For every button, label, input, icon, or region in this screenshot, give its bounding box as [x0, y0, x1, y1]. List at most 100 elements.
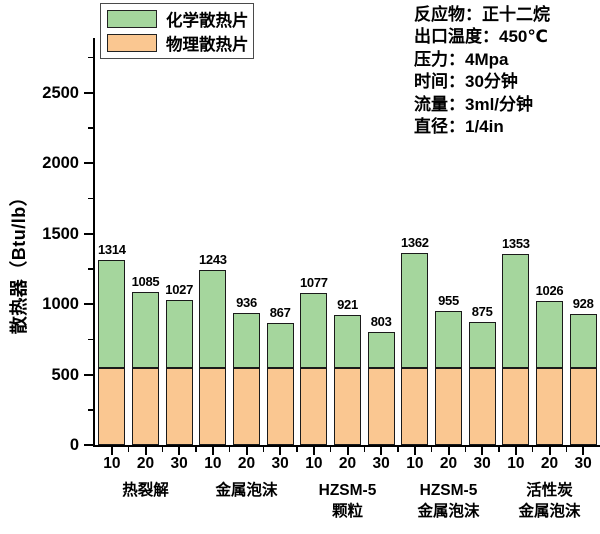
y-tick-minor-mark: [88, 197, 93, 200]
bar-value-label: 803: [370, 313, 392, 329]
x-tick-label: 10: [507, 455, 525, 472]
bar-value-label: 921: [337, 297, 358, 313]
x-tick-label: 10: [103, 455, 121, 472]
bar-segment-physical: [98, 367, 126, 445]
bar-segment-chemical: [199, 269, 227, 368]
y-tick-label: 0: [69, 436, 79, 454]
y-tick-label: 2000: [42, 154, 79, 173]
x-tick-label: 30: [574, 455, 592, 472]
bar: [199, 269, 227, 445]
annotation-pressure: 压力：4Mpa: [414, 49, 509, 69]
bar-segment-chemical: [569, 314, 597, 368]
bar-segment-physical: [401, 367, 429, 445]
annotation-diameter: 直径：1/4in: [414, 117, 504, 137]
y-tick-minor-mark: [88, 409, 93, 411]
bar-segment-chemical: [300, 293, 328, 368]
x-tick-label: 30: [372, 455, 390, 472]
x-tick-minor-mark: [262, 445, 265, 452]
x-tick-minor-mark: [195, 445, 197, 452]
bar: [569, 314, 597, 445]
x-tick-mark: [144, 445, 147, 455]
y-tick-mark: [84, 162, 93, 165]
y-tick-mark: [84, 232, 93, 235]
x-tick-minor-mark: [397, 445, 399, 452]
legend-label-physical: 物理散热片: [166, 36, 249, 54]
x-tick-minor-mark: [228, 445, 231, 452]
annotation-reactant: 反应物：正十二烷: [414, 5, 550, 24]
bar-segment-chemical: [468, 321, 496, 368]
y-tick-mark: [84, 303, 93, 306]
bar: [468, 321, 496, 445]
legend-label-chemical: 化学散热片: [166, 12, 249, 30]
bar: [334, 315, 361, 445]
bar-segment-physical: [536, 367, 563, 445]
x-tick-label: 20: [237, 455, 256, 472]
bar: [132, 292, 159, 445]
bar-segment-chemical: [266, 322, 294, 368]
x-tick-mark: [312, 445, 315, 455]
y-tick-mark: [84, 444, 93, 446]
bar-value-label: 1026: [535, 282, 564, 298]
legend-item-chemical: 化学散热片: [107, 7, 249, 31]
x-tick-mark: [110, 445, 113, 455]
plot-area: 0 500 1000 1500 2000 2500 1314 1085 1027 1243 936 8…: [42, 38, 600, 520]
bar-value-label: 1362: [400, 235, 429, 251]
x-tick-minor-mark: [329, 445, 332, 452]
bar-segment-physical: [502, 367, 530, 445]
x-tick-minor-mark: [161, 445, 164, 452]
bar-value-label: 955: [438, 292, 459, 308]
bar: [300, 293, 328, 445]
y-tick-minor-mark: [88, 268, 93, 270]
bar: [367, 331, 395, 445]
bar-value-label: 928: [572, 296, 594, 312]
bar-segment-physical: [233, 367, 260, 445]
x-tick-mark: [413, 445, 416, 455]
x-tick-mark: [548, 445, 551, 455]
bar-segment-chemical: [132, 292, 159, 368]
bar-segment-chemical: [536, 300, 563, 368]
y-tick-label: 500: [51, 365, 79, 384]
legend-swatch-chemical-icon: [107, 10, 157, 28]
x-tick-label: 30: [473, 455, 491, 472]
bar-value-label: 1027: [165, 282, 194, 298]
x-tick-mark: [380, 445, 383, 455]
x-tick-minor-mark: [127, 445, 130, 452]
bar-segment-physical: [300, 367, 328, 445]
bar-segment-chemical: [401, 253, 429, 368]
x-tick-minor-mark: [296, 445, 298, 452]
bar-segment-chemical: [367, 331, 395, 368]
bar: [98, 259, 126, 445]
bar: [435, 310, 462, 445]
x-group-label: 金属泡沫: [518, 503, 581, 520]
bar: [502, 254, 530, 445]
bar-value-label: 875: [471, 303, 493, 319]
bar: [266, 322, 294, 445]
x-tick-minor-mark: [498, 445, 500, 452]
bar-segment-physical: [569, 367, 597, 445]
bar-segment-physical: [334, 367, 361, 445]
x-tick-mark: [245, 445, 248, 455]
x-tick-minor-mark: [565, 445, 568, 452]
bar-segment-chemical: [435, 310, 462, 368]
bar-value-label: 1314: [97, 241, 126, 257]
y-axis-title: 散热器（Btu/lb）: [9, 187, 29, 335]
bar: [536, 300, 563, 445]
bar-segment-physical: [165, 367, 193, 445]
x-tick-minor-mark: [430, 445, 433, 452]
bar: [401, 253, 429, 445]
bar-segment-chemical: [165, 300, 193, 368]
y-tick-minor-mark: [88, 56, 93, 59]
y-tick-minor-mark: [88, 127, 93, 129]
x-tick-mark: [481, 445, 484, 455]
x-tick-mark: [279, 445, 282, 455]
bar-segment-chemical: [98, 259, 126, 368]
y-tick-label: 2500: [42, 83, 79, 102]
bar-segment-chemical: [502, 254, 530, 368]
y-tick-mark: [84, 91, 93, 94]
x-group-label: 金属泡沫: [215, 482, 278, 499]
annotation-block: 反应物：正十二烷 出口温度：450℃ 压力：4Mpa 时间：30分钟 流量：3m…: [414, 4, 600, 138]
bar-segment-chemical: [334, 315, 361, 368]
bar-segment-physical: [266, 367, 294, 445]
bar-segment-physical: [367, 367, 395, 445]
